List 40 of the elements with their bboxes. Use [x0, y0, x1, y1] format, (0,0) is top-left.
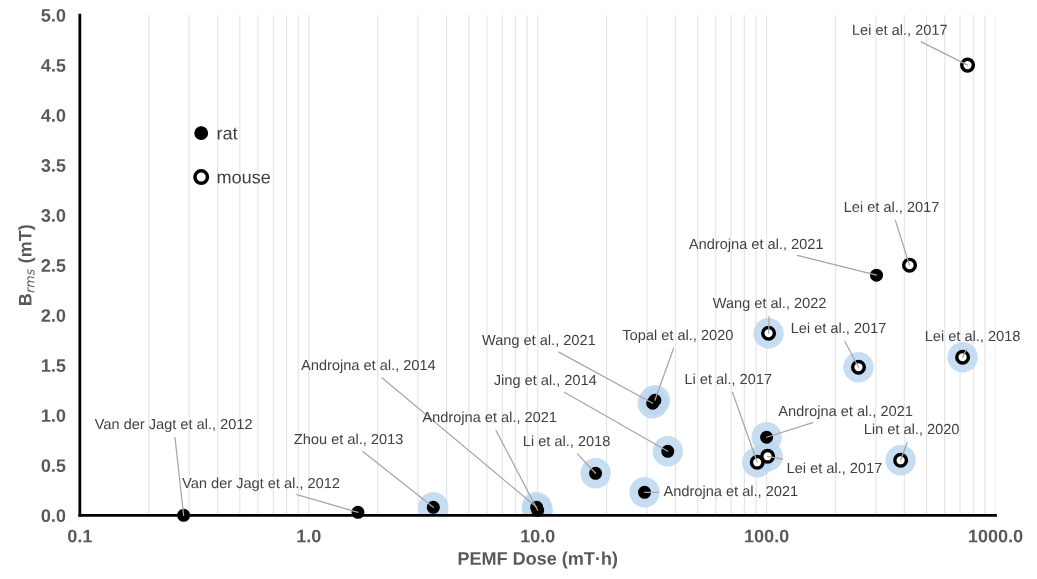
annotation: Jing et al., 2014	[494, 374, 597, 389]
y-tick-label: 4.0	[41, 109, 66, 122]
annotation: Lei et al., 2018	[925, 330, 1020, 343]
annotation: Li et al., 2018	[523, 435, 610, 448]
x-tick-label: 100.0	[745, 529, 789, 543]
annotation: Van der Jagt et al., 2012	[94, 418, 252, 433]
annotation: Lei et al., 2017	[853, 24, 947, 37]
y-tick-label: 1.5	[42, 359, 66, 372]
annotation: Androjna et al., 2014	[301, 359, 436, 374]
annotation: Wang et al., 2021	[482, 334, 595, 349]
y-tick-label: 3.0	[41, 209, 66, 222]
x-tick-label: 1000.0	[969, 529, 1023, 543]
x-axis-title: PEMF Dose (mT·h)	[458, 551, 618, 569]
annotation: Van der Jagt et al., 2012	[182, 477, 340, 492]
annotation: Zhou et al., 2013	[294, 433, 403, 446]
annotation: Lei et al., 2017	[787, 462, 882, 475]
y-tick-label: 2.0	[41, 309, 66, 322]
annotation: Androjna et al., 2021	[663, 485, 798, 500]
y-axis-title: B$_{rms}$ (mT)	[18, 225, 36, 305]
x-tick-label: 10.0	[521, 529, 555, 543]
x-tick-label: 0.1	[68, 529, 92, 543]
y-tick-label: 5.0	[41, 8, 66, 22]
annotation: Li et al., 2017	[685, 373, 772, 386]
y-tick-label: 1.0	[42, 409, 66, 422]
x-tick-label: 1.0	[297, 529, 321, 543]
legend-label: mouse	[217, 173, 270, 184]
legend-label: rat	[217, 127, 238, 140]
y-tick-label: 0.5	[41, 459, 66, 472]
y-tick-label: 0.0	[41, 509, 66, 523]
annotation: Lei et al., 2017	[844, 201, 939, 214]
y-tick-label: 4.5	[41, 59, 66, 72]
annotation: Androjna et al., 2021	[688, 238, 823, 252]
annotation: Lin et al., 2020	[864, 423, 959, 436]
y-tick-label: 3.5	[41, 159, 66, 172]
annotation: Lei et al., 2017	[791, 322, 886, 335]
y-tick-label: 2.5	[41, 259, 66, 272]
annotation: Androjna et al., 2021	[778, 405, 913, 420]
annotation: Topal et al., 2020	[622, 329, 733, 344]
annotation: Wang et al., 2022	[712, 297, 826, 312]
annotation: Androjna et al., 2021	[422, 411, 557, 426]
